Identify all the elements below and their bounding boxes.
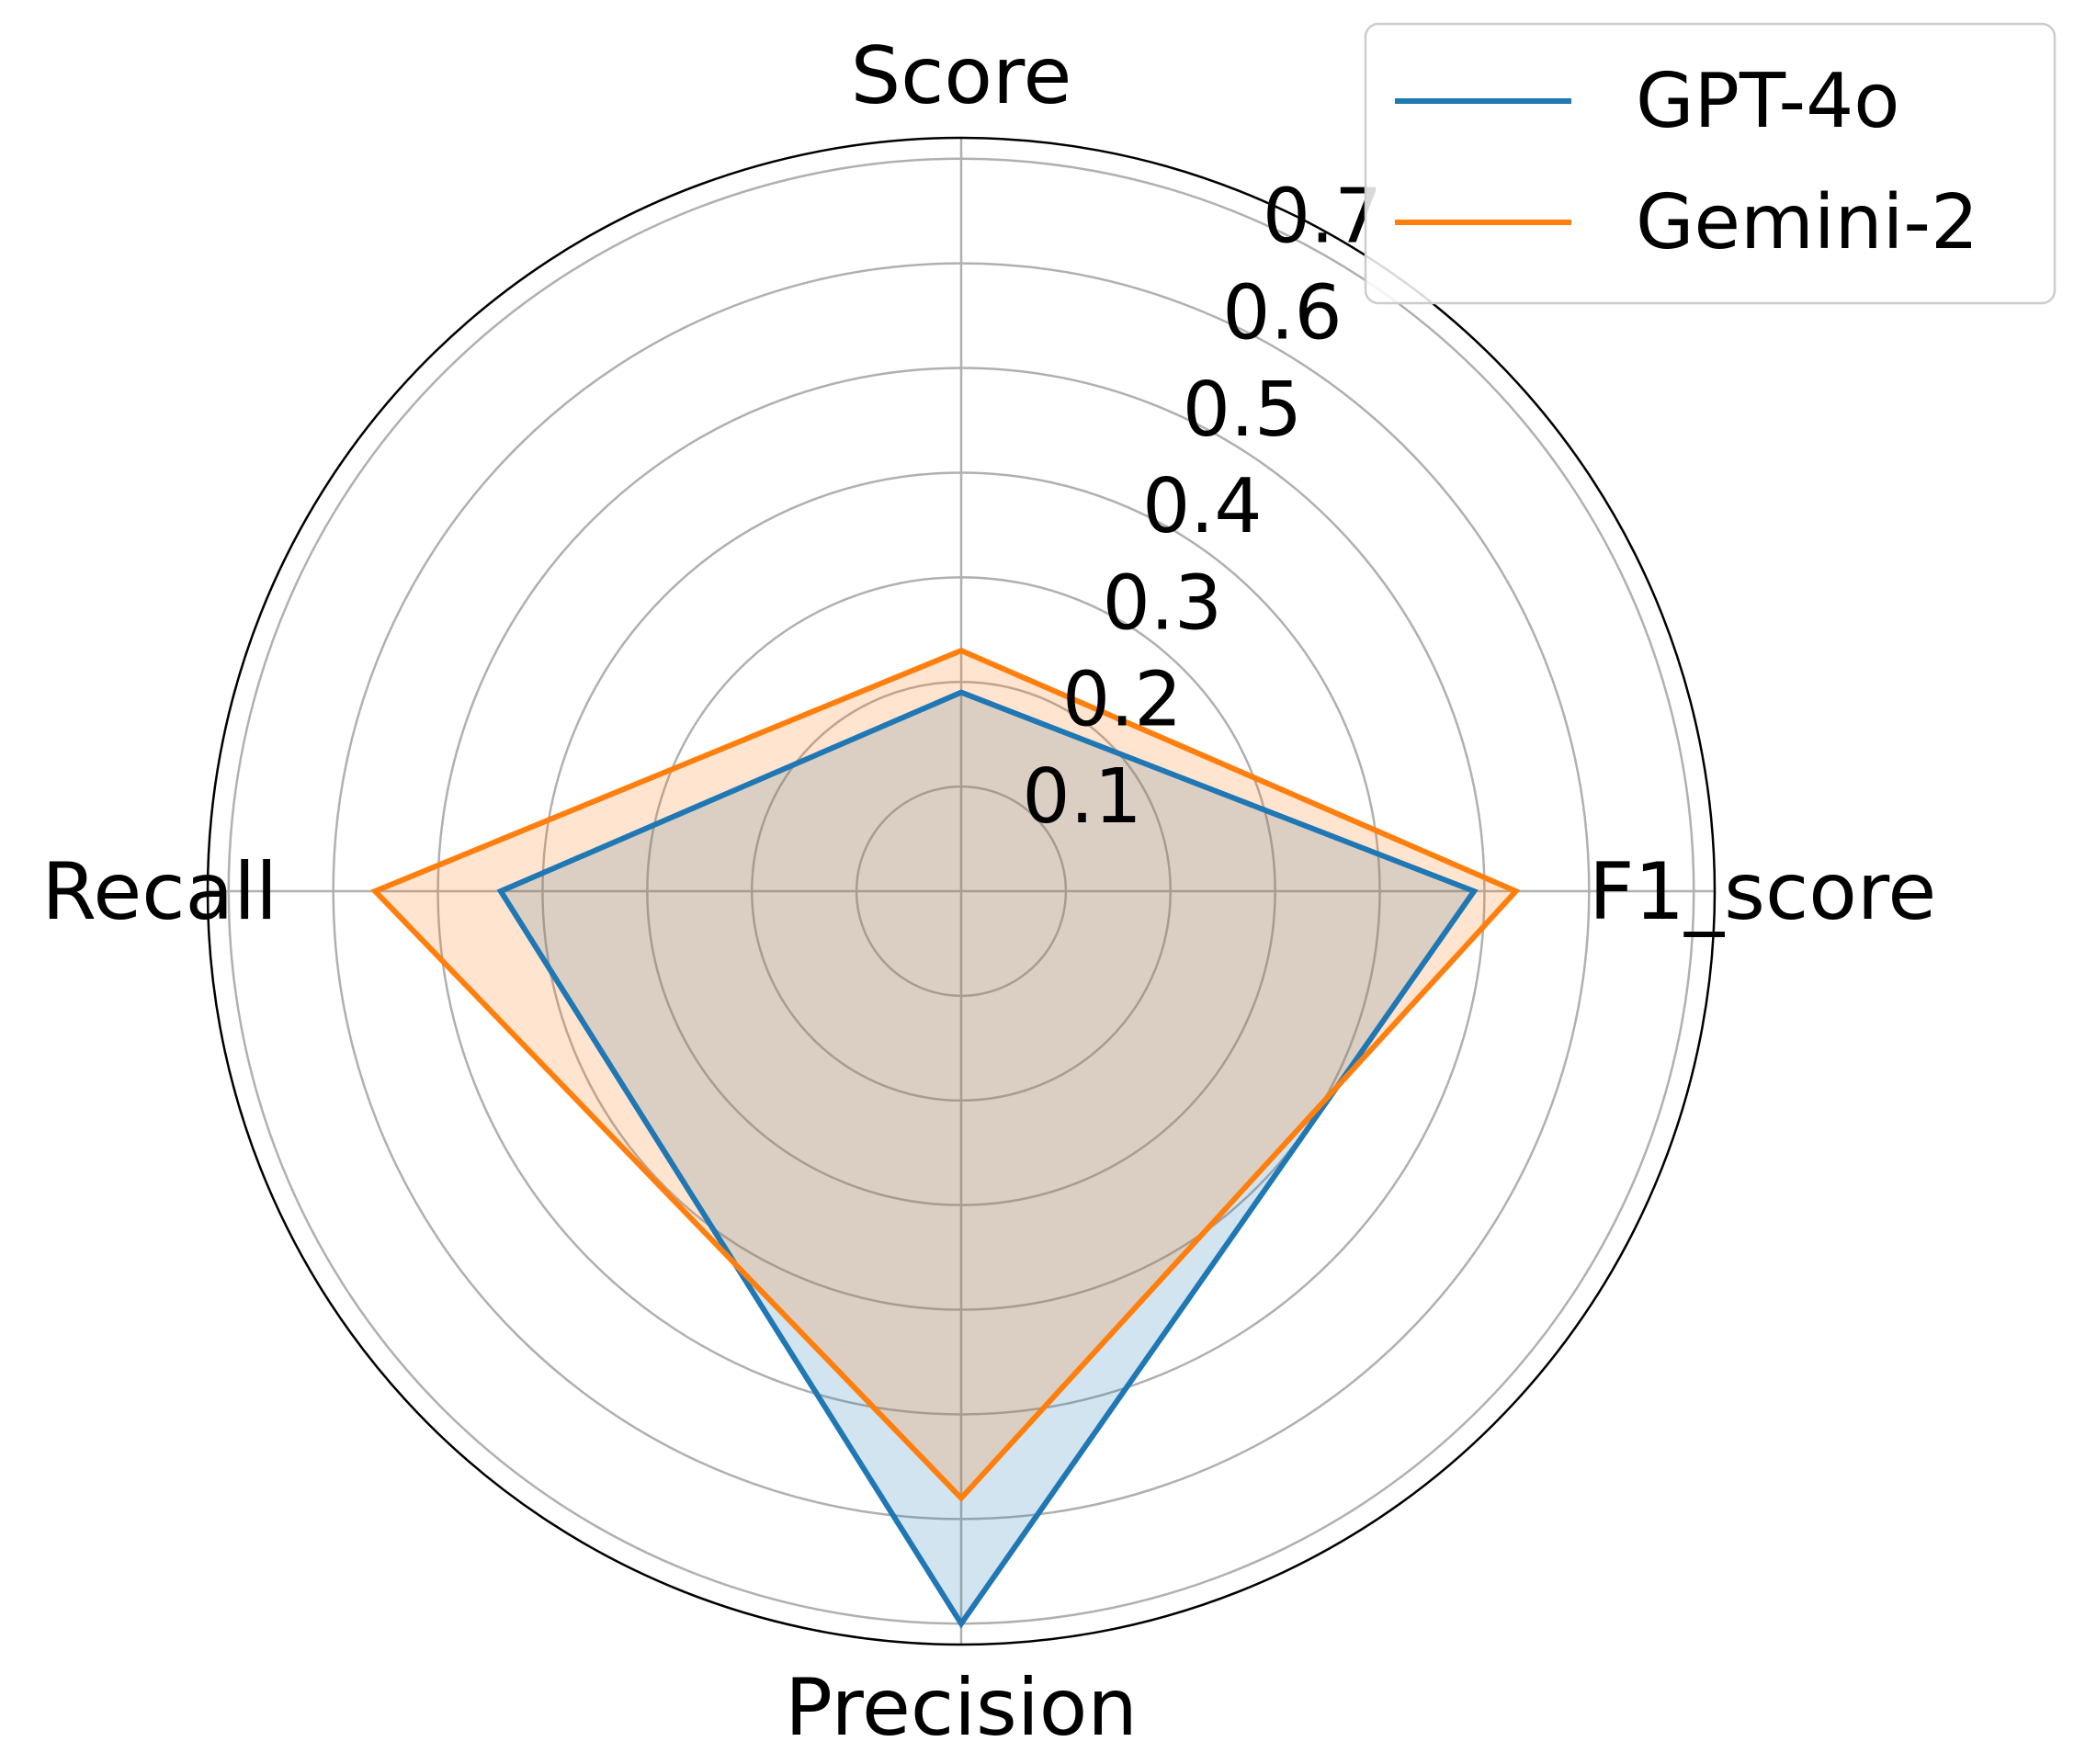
legend-label-gemini-2: Gemini-2 [1636, 179, 1978, 266]
radial-tick-0.2: 0.2 [1062, 657, 1182, 744]
axis-label-score: Score [851, 30, 1072, 122]
series-fill-gemini-2 [375, 650, 1516, 1498]
legend-box [1364, 22, 2057, 305]
legend-label-gpt-4o: GPT-4o [1636, 58, 1899, 145]
grid [208, 138, 1715, 1645]
series-layer [369, 647, 1521, 1629]
radial-tick-labels: 0.1 0.2 0.3 0.4 0.5 0.6 0.7 [1022, 174, 1382, 841]
radial-tick-0.4: 0.4 [1142, 463, 1262, 550]
series-fill-gpt-4o [500, 692, 1475, 1624]
radial-tick-0.3: 0.3 [1103, 560, 1222, 647]
axis-label-recall: Recall [41, 846, 278, 938]
axis-label-precision: Precision [785, 1662, 1138, 1754]
radial-tick-0.5: 0.5 [1183, 367, 1302, 454]
radial-tick-0.1: 0.1 [1022, 753, 1141, 841]
radial-tick-0.7: 0.7 [1263, 174, 1382, 261]
legend: GPT-4o Gemini-2 [1364, 22, 2057, 305]
radial-tick-0.6: 0.6 [1222, 270, 1342, 357]
polar-frame [206, 136, 1717, 1646]
axis-label-f1-score: F1_score [1589, 846, 1936, 938]
